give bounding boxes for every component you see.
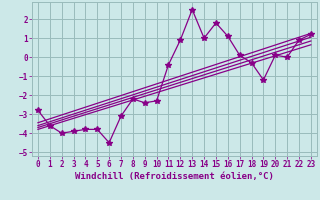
X-axis label: Windchill (Refroidissement éolien,°C): Windchill (Refroidissement éolien,°C) xyxy=(75,172,274,181)
